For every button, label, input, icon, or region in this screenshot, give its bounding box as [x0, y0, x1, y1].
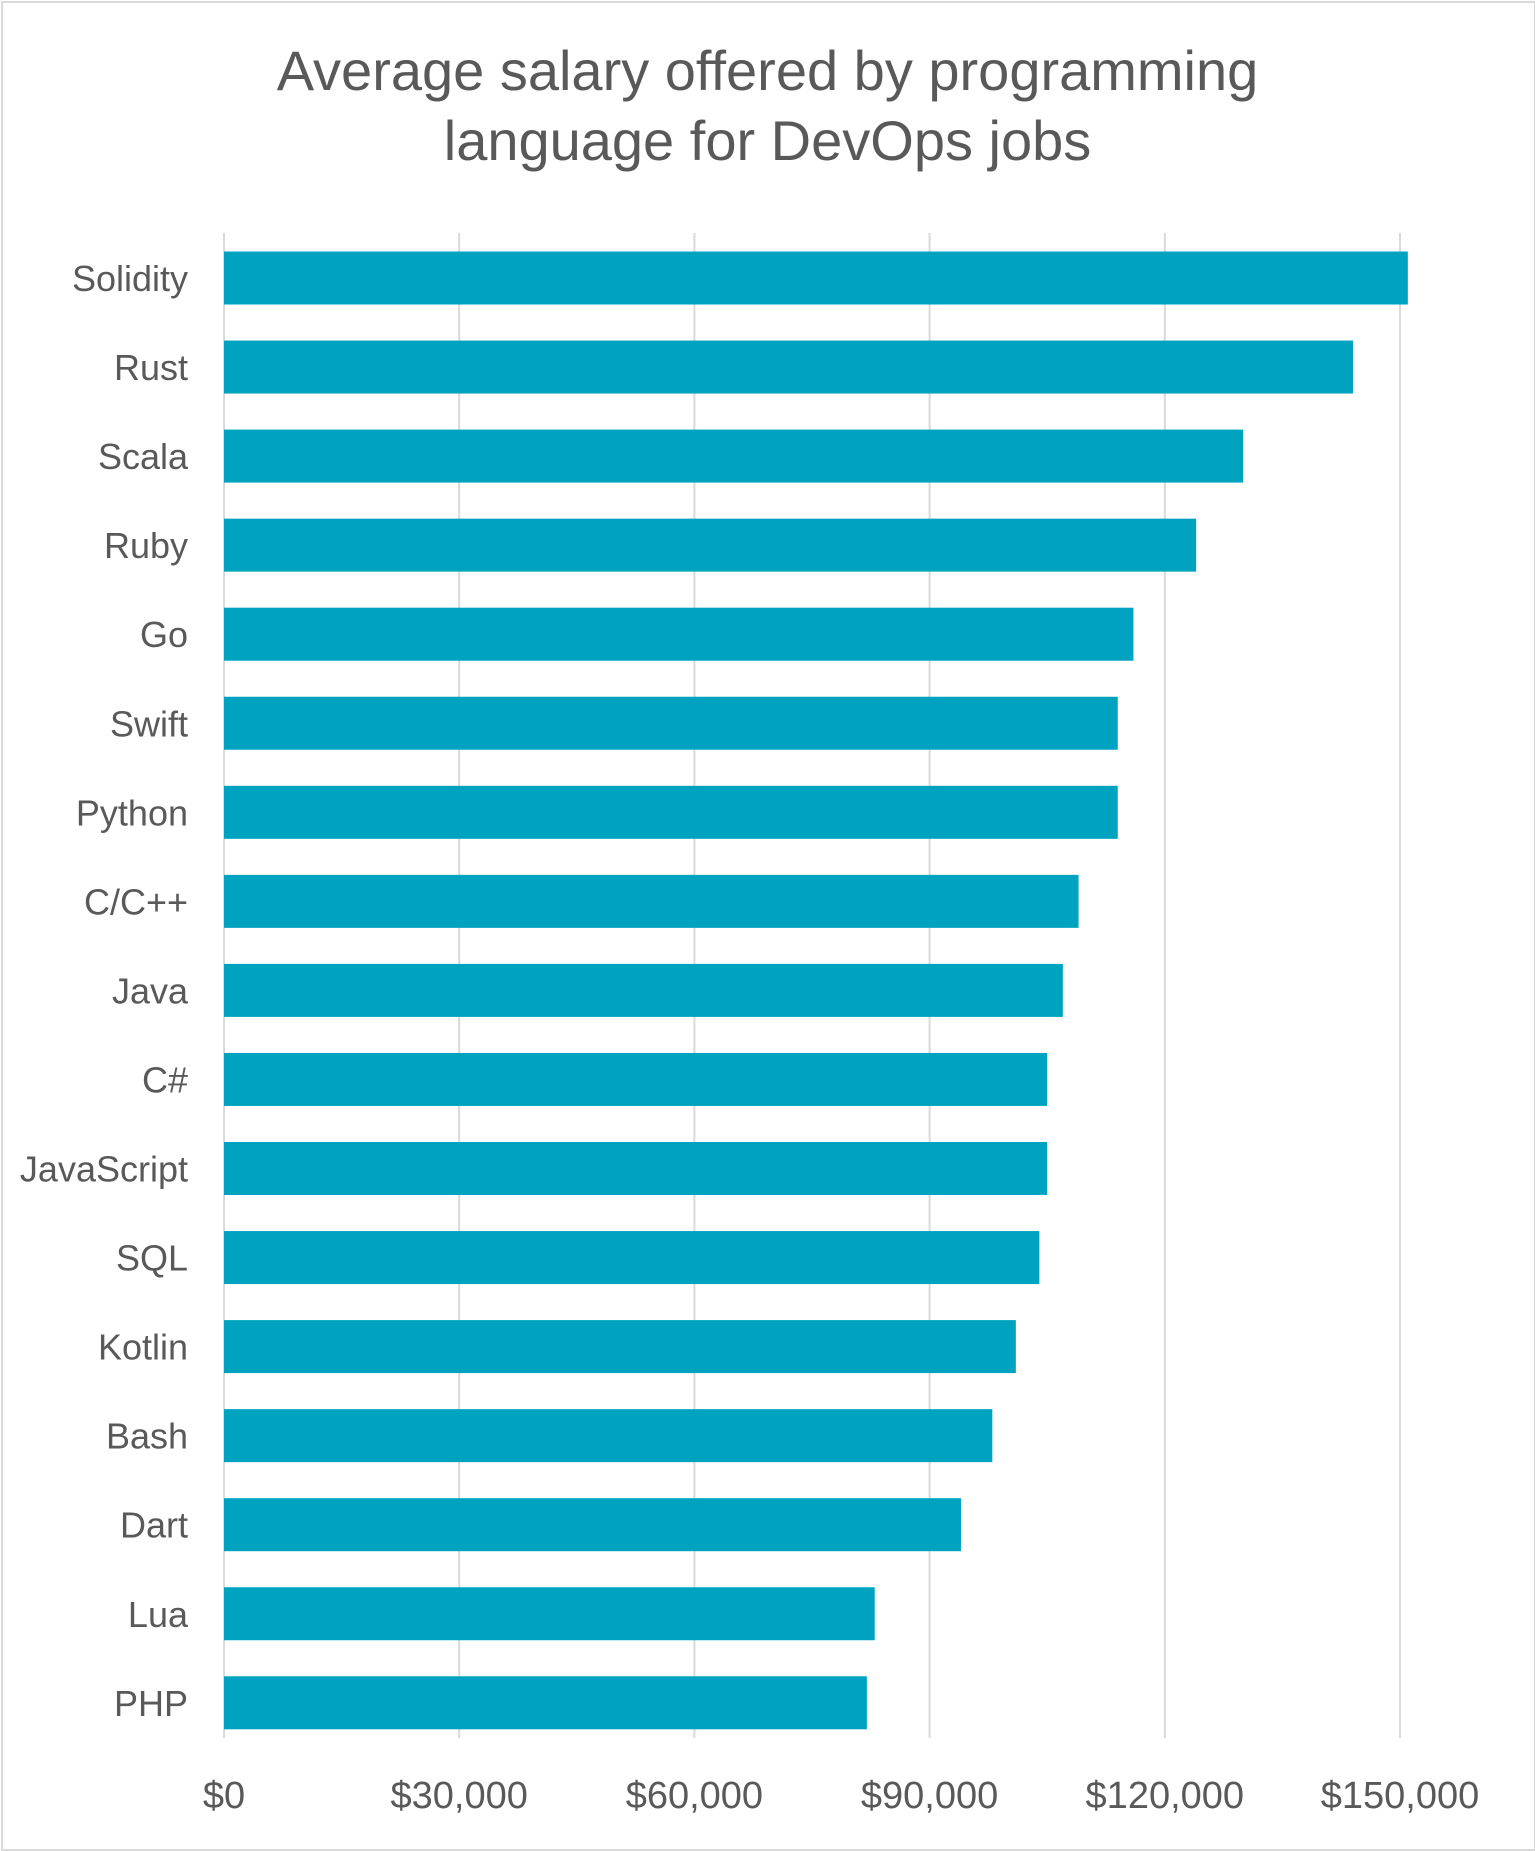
x-tick-label: $120,000: [1086, 1775, 1245, 1817]
category-label: JavaScript: [20, 1149, 188, 1190]
x-tick-labels: $0 $30,000 $60,000 $90,000 $120,000 $150,000: [203, 1775, 1479, 1817]
bar-python: [224, 785, 1118, 839]
category-label: C/C++: [84, 881, 188, 922]
x-tick-label: $150,000: [1321, 1775, 1480, 1817]
bars: [224, 251, 1408, 1730]
bar-java: [224, 963, 1063, 1017]
category-label: Kotlin: [98, 1327, 188, 1368]
chart-title-line-1: Average salary offered by programming: [276, 39, 1259, 102]
bar-swift: [224, 696, 1118, 750]
category-label: SQL: [116, 1238, 188, 1279]
bar-kotlin: [224, 1320, 1016, 1374]
bar-rust: [224, 340, 1353, 394]
category-label: Lua: [128, 1594, 189, 1635]
category-label: Ruby: [104, 525, 188, 566]
bar-sql: [224, 1231, 1040, 1285]
category-label: Dart: [120, 1505, 188, 1546]
category-label: Rust: [114, 347, 188, 388]
bar-bash: [224, 1409, 993, 1463]
bar-dart: [224, 1498, 961, 1552]
bar-go: [224, 607, 1134, 661]
bar-c-c-: [224, 874, 1079, 928]
category-label: C#: [142, 1059, 188, 1100]
x-tick-label: $90,000: [861, 1775, 998, 1817]
category-label: Bash: [106, 1416, 188, 1457]
category-label: Java: [112, 970, 189, 1011]
category-label: Swift: [110, 703, 188, 744]
x-tick-label: $30,000: [391, 1775, 528, 1817]
x-tick-label: $0: [203, 1775, 245, 1817]
bar-scala: [224, 429, 1244, 483]
bar-ruby: [224, 518, 1197, 572]
bar-lua: [224, 1587, 875, 1641]
category-label: Solidity: [72, 258, 188, 299]
category-labels: Solidity Rust Scala Ruby Go Swift Python C/C++ J…: [20, 258, 189, 1724]
bar-php: [224, 1676, 867, 1730]
category-label: Go: [140, 614, 188, 655]
chart-title-line-2: language for DevOps jobs: [443, 109, 1092, 172]
x-tick-label: $60,000: [626, 1775, 763, 1817]
bar-javascript: [224, 1142, 1048, 1195]
bar-solidity: [224, 251, 1408, 305]
bar-c-: [224, 1052, 1048, 1106]
category-label: Python: [76, 792, 188, 833]
chart-title: Average salary offered by programming la…: [0, 36, 1535, 176]
category-label: PHP: [114, 1683, 188, 1724]
category-label: Scala: [98, 436, 189, 477]
